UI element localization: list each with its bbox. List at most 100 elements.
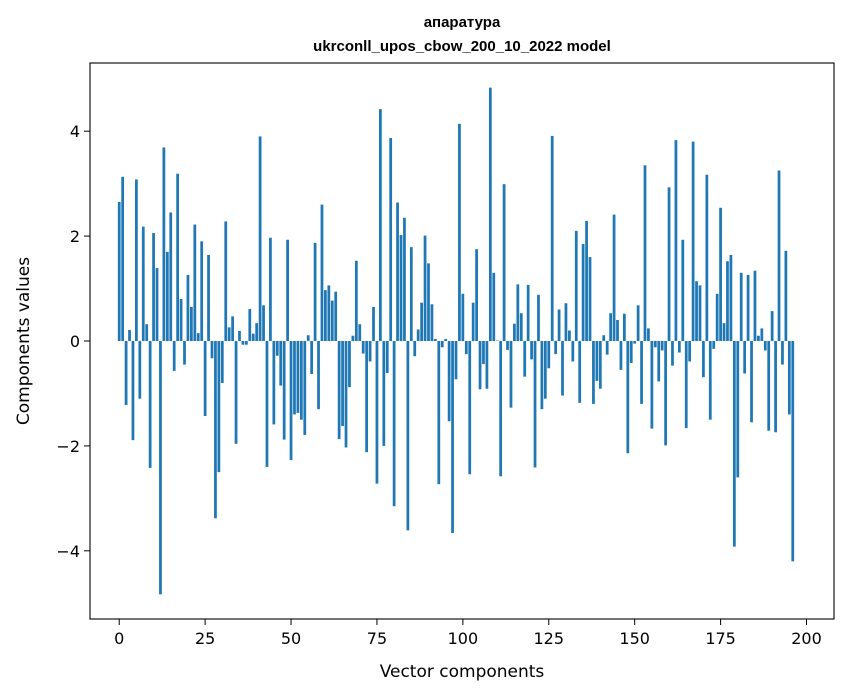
- bar-68: [351, 335, 355, 341]
- bar-193: [781, 341, 784, 365]
- bar-44: [269, 237, 272, 341]
- bar-21: [190, 306, 193, 341]
- bar-13: [162, 147, 166, 341]
- bar-80: [392, 341, 396, 507]
- bar-18: [179, 299, 183, 341]
- bar-158: [660, 341, 664, 351]
- bar-6: [138, 341, 142, 399]
- bar-155: [650, 341, 654, 429]
- bar-61: [327, 285, 331, 341]
- x-tick-label: 175: [705, 629, 736, 648]
- bar-141: [602, 335, 606, 341]
- bar-106: [482, 341, 485, 365]
- bar-157: [657, 341, 661, 382]
- bar-45: [272, 341, 276, 425]
- bar-128: [557, 309, 561, 341]
- bar-188: [763, 341, 767, 351]
- bar-50: [289, 341, 293, 461]
- bar-194: [784, 250, 788, 341]
- bar-104: [475, 249, 478, 341]
- bar-49: [286, 239, 289, 341]
- bar-22: [193, 224, 197, 341]
- bar-170: [702, 341, 705, 378]
- bar-181: [739, 272, 743, 341]
- bar-5: [135, 179, 138, 341]
- bar-175: [719, 207, 722, 341]
- bar-41: [258, 136, 262, 341]
- bars-group: [117, 87, 795, 595]
- bar-71: [361, 341, 365, 354]
- bar-86: [413, 341, 417, 357]
- bar-34: [234, 341, 238, 444]
- bar-73: [368, 341, 372, 362]
- bar-174: [715, 293, 719, 341]
- bar-183: [746, 274, 750, 341]
- bar-191: [774, 341, 777, 433]
- bar-133: [574, 230, 578, 341]
- bar-146: [619, 341, 623, 370]
- bar-67: [348, 341, 351, 388]
- bar-135: [581, 243, 585, 341]
- x-tick-label: 125: [533, 629, 564, 648]
- bar-91: [430, 304, 434, 341]
- bar-186: [757, 335, 760, 341]
- bar-78: [385, 341, 389, 373]
- bar-25: [203, 341, 207, 417]
- bar-138: [592, 341, 595, 404]
- y-tick-label: 0: [70, 332, 80, 351]
- bar-126: [550, 135, 554, 341]
- bar-184: [750, 341, 753, 423]
- bar-130: [564, 303, 568, 341]
- bar-2: [124, 341, 128, 405]
- bar-152: [640, 341, 643, 404]
- y-tick-label: −4: [56, 542, 80, 561]
- x-axis-label: Vector components: [380, 662, 545, 682]
- bar-48: [282, 341, 286, 440]
- bar-108: [488, 87, 492, 342]
- chart-subtitle: ukrconll_upos_cbow_200_10_2022 model: [313, 38, 611, 55]
- bar-74: [372, 306, 375, 341]
- bar-79: [389, 138, 393, 341]
- bar-169: [698, 285, 702, 341]
- y-tick-label: 4: [70, 122, 80, 141]
- bar-127: [554, 341, 558, 355]
- bar-4: [131, 341, 135, 441]
- bar-43: [265, 341, 269, 467]
- bar-51: [293, 341, 296, 415]
- bar-30: [220, 341, 224, 383]
- y-tick-label: −2: [56, 437, 80, 456]
- bar-154: [647, 328, 650, 341]
- bar-185: [753, 270, 757, 341]
- bar-1: [121, 176, 125, 341]
- bar-122: [537, 294, 540, 341]
- bar-99: [458, 123, 461, 341]
- chart-title: апаратура: [424, 14, 501, 31]
- bar-103: [471, 302, 475, 341]
- x-tick-label: 100: [448, 629, 479, 648]
- bar-7: [141, 226, 145, 341]
- bar-38: [248, 309, 252, 341]
- bar-20: [186, 274, 190, 341]
- bar-55: [306, 335, 310, 341]
- bar-172: [708, 341, 712, 420]
- bar-97: [451, 341, 454, 533]
- bar-70: [358, 324, 362, 341]
- bar-116: [516, 284, 520, 341]
- bar-36: [241, 341, 245, 345]
- y-axis-ticks: −4 −2 0 2 4: [56, 122, 90, 561]
- bar-156: [653, 341, 657, 348]
- bar-131: [568, 330, 571, 341]
- bar-57: [313, 242, 317, 341]
- bar-40: [255, 323, 259, 341]
- bar-90: [427, 263, 430, 341]
- bar-85: [409, 247, 413, 341]
- y-tick-label: 2: [70, 227, 80, 246]
- bar-24: [200, 241, 204, 341]
- bar-163: [677, 341, 681, 353]
- bar-168: [695, 281, 698, 341]
- bar-11: [155, 268, 159, 341]
- bar-107: [485, 341, 489, 389]
- bar-94: [440, 341, 444, 348]
- bar-139: [595, 341, 599, 381]
- bar-19: [183, 341, 186, 365]
